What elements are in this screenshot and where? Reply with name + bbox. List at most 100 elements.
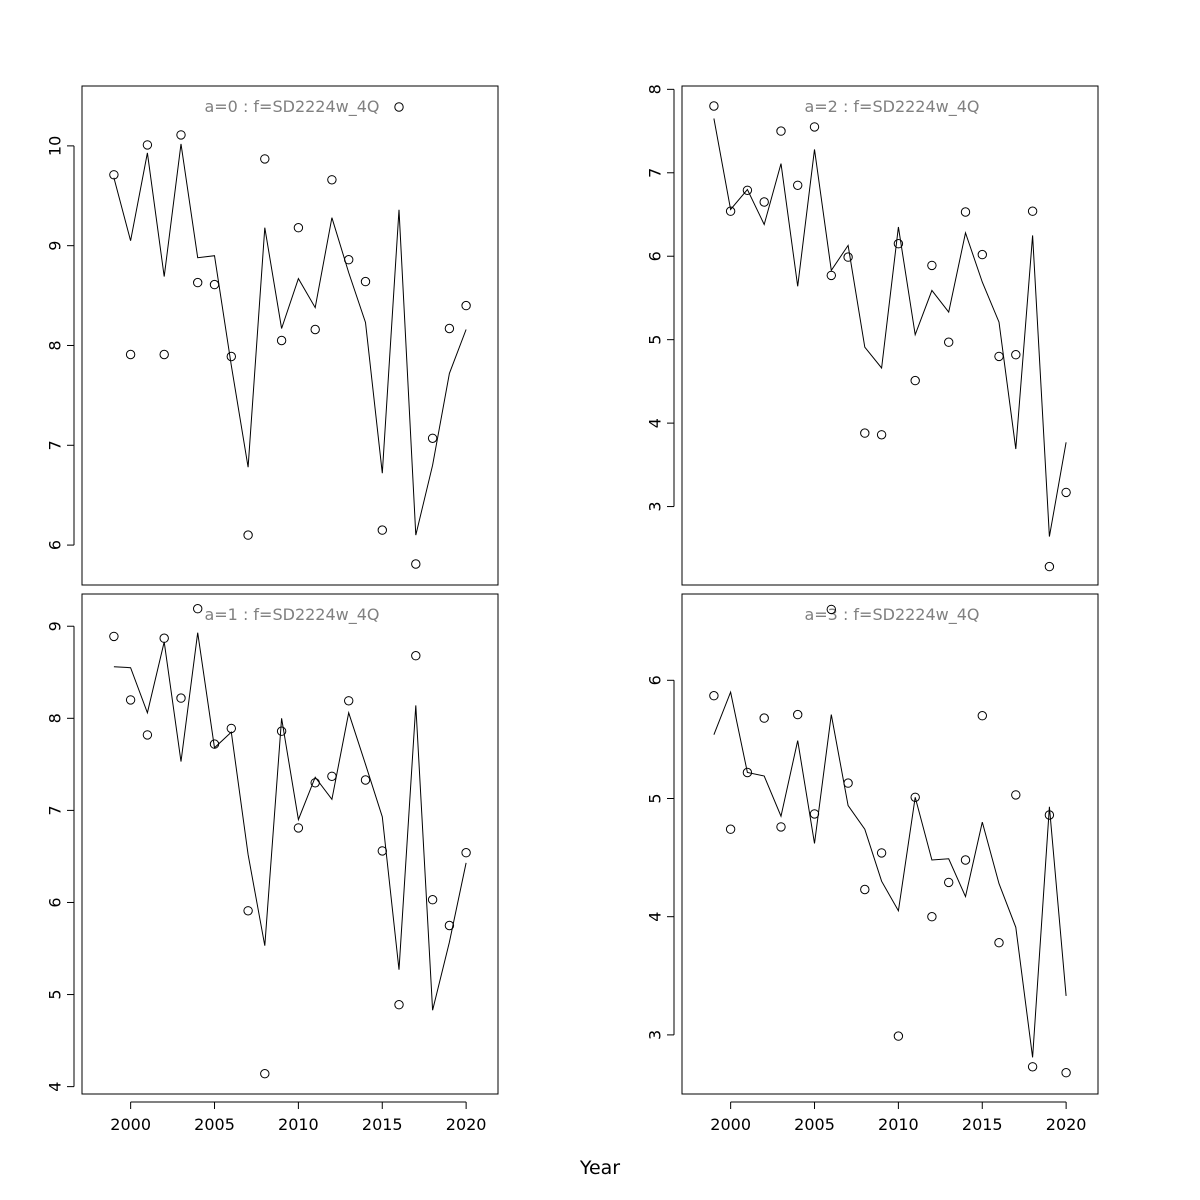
observed-point [327,771,337,781]
observed-point [793,180,803,191]
observed-point [444,323,455,334]
fitted-line [713,690,1067,1058]
observed-point [876,848,887,858]
y-tick-label: 8 [46,340,65,350]
observed-point [394,1000,404,1010]
observed-point [226,351,237,362]
x-tick-label: 2005 [794,1115,835,1134]
fitted-line [713,118,1067,537]
panel-a1: 4 5 6 7 8 9 2000 2005 2010 2015 2020 a=1 : f=SD2224… [46,593,499,1134]
observed-point [125,695,136,705]
observed-point [843,252,853,262]
observed-point [1061,1068,1071,1078]
y-tick-label: 7 [46,440,65,450]
observed-point [377,525,387,535]
x-tick-label: 2010 [278,1115,319,1134]
observed-point [209,279,220,290]
observed-point [360,276,371,287]
observed-point [709,101,719,111]
observed-point [759,197,769,207]
observed-point [1011,350,1021,360]
plot-frame [81,593,499,1095]
observed-point [394,102,404,112]
observed-point [243,530,253,540]
observed-point [876,430,887,440]
y-tick-label: 3 [646,501,665,511]
panel-a2: 3 4 5 6 7 8 a=2 : f=SD2224w_4Q [646,84,1099,586]
observed-point [260,1069,270,1079]
observed-point [776,126,786,136]
y-tick-label: 3 [646,1030,665,1040]
y-tick-label: 5 [646,793,665,803]
observed-point [709,691,719,701]
observed-point [809,122,820,132]
y-tick-label: 6 [646,675,665,685]
y-tick-label: 8 [646,84,665,94]
observed-point [860,884,870,895]
panel-a0: 6 7 8 9 10 a=0 : f=SD2224w_4Q [46,85,499,586]
observed-point [826,604,836,615]
y-tick-label: 6 [46,897,65,907]
y-tick-label: 9 [46,621,65,631]
plot-frame [681,593,1099,1095]
observed-point [994,938,1004,948]
observed-point [759,713,769,723]
observed-point [944,877,954,888]
observed-point [461,848,471,858]
observed-point [910,792,920,802]
observed-point [310,324,320,335]
observed-point [843,778,853,788]
observed-point [327,175,337,185]
observed-point [109,170,119,180]
y-tick-label: 5 [46,989,65,999]
x-tick-label: 2020 [1046,1115,1087,1134]
observed-point [411,651,421,661]
observed-point [411,559,421,569]
y-tick-label: 8 [46,713,65,723]
observed-point [742,767,753,778]
plot-frame [81,85,499,586]
panel-title: a=1 : f=SD2224w_4Q [204,605,379,625]
observed-point [927,912,937,922]
x-tick-label: 2015 [962,1115,1003,1134]
y-tick-label: 10 [46,136,65,156]
fitted-line [113,632,467,1011]
observed-point [910,375,920,386]
observed-point [461,300,471,311]
observed-point [176,693,186,703]
observed-point [142,730,153,740]
y-tick-label: 7 [646,168,665,178]
observed-point [742,185,753,196]
observed-point [293,223,304,233]
observed-point [293,823,304,833]
observed-point [1027,206,1038,216]
observed-point [276,726,287,736]
observed-point [276,335,287,346]
y-tick-label: 7 [46,805,65,815]
observed-point [243,906,253,916]
observed-point [960,207,971,217]
observed-point [360,775,371,785]
x-tick-label: 2000 [110,1115,151,1134]
observed-point [344,696,354,706]
observed-point [793,709,803,720]
observed-point [193,277,203,288]
observed-point [444,920,455,931]
observed-point [1044,561,1055,572]
x-tick-label: 2000 [710,1115,751,1134]
observed-point [260,154,270,164]
observed-point [1011,790,1021,800]
observed-point [944,337,954,347]
observed-point [193,604,203,614]
y-tick-label: 4 [46,1082,65,1092]
x-tick-label: 2020 [446,1115,487,1134]
x-tick-label: 2010 [878,1115,919,1134]
observed-point [860,428,870,438]
observed-point [226,723,237,734]
observed-point [109,631,119,642]
panel-title: a=3 : f=SD2224w_4Q [804,605,979,625]
observed-point [142,140,153,150]
x-tick-label: 2015 [362,1115,403,1134]
observed-point [725,824,736,834]
